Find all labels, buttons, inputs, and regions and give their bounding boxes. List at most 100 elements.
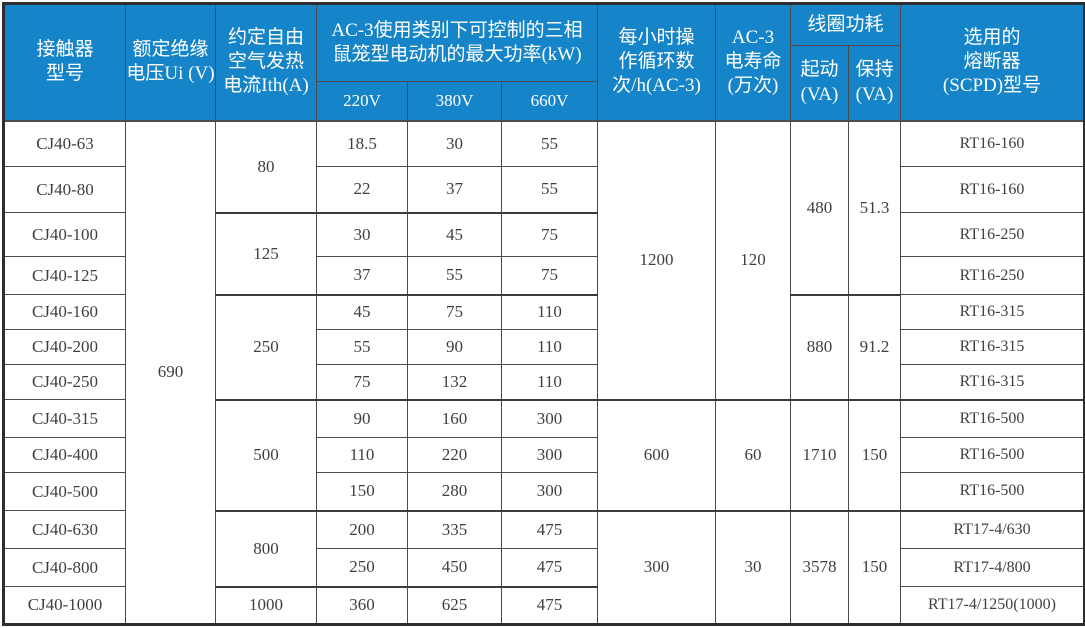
table-header: 接触器 型号 额定绝缘 电压Ui (V) 约定自由 空气发热 电流Ith(A) … xyxy=(3,3,1085,122)
table-row: CJ40-500 150 280 300 RT16-500 xyxy=(3,472,1085,512)
cell-p380: 160 xyxy=(407,399,502,438)
cell-ith: 250 xyxy=(215,294,317,401)
cell-p220: 110 xyxy=(316,437,408,473)
table-row: CJ40-630 800 200 335 475 300 30 3578 150… xyxy=(3,510,1085,625)
cell-model: CJ40-125 xyxy=(3,256,126,295)
cell-p380: 132 xyxy=(407,364,502,401)
cell-hold: 150 xyxy=(847,399,902,512)
table-row: CJ40-160 250 45 75 110 880 91.2 RT16-315 xyxy=(3,294,1085,401)
cell-p380: 75 xyxy=(407,294,502,330)
header-row-3: 220V 380V 660V xyxy=(4,81,1085,122)
cell-p220: 360 xyxy=(316,586,408,625)
cell-p220: 30 xyxy=(316,212,408,257)
cell-p220: 37 xyxy=(316,256,408,296)
cell-p220: 18.5 xyxy=(316,120,408,167)
cell-model: CJ40-400 xyxy=(3,437,126,473)
cell-fuse: RT16-500 xyxy=(900,399,1085,438)
header-power-group: AC-3使用类别下可控制的三相 鼠笼型电动机的最大功率(kW) xyxy=(316,3,598,82)
header-fuse: 选用的 熔断器 (SCPD)型号 xyxy=(900,3,1085,122)
cell-p660: 475 xyxy=(501,548,598,588)
cell-life: 120 xyxy=(715,120,791,401)
cell-p660: 300 xyxy=(501,437,598,473)
cell-p660: 75 xyxy=(501,212,598,257)
header-hold: 保持 (VA) xyxy=(847,45,902,122)
cell-cycles: 600 xyxy=(597,399,716,512)
cell-p220: 90 xyxy=(316,399,408,438)
cell-fuse: RT16-160 xyxy=(900,166,1085,213)
header-life: AC-3 电寿命 (万次) xyxy=(715,3,791,122)
cell-ith: 1000 xyxy=(215,586,317,625)
cell-p380: 37 xyxy=(407,166,502,214)
header-row-2: 起动 (VA) 保持 (VA) xyxy=(4,45,1085,122)
cell-ith: 125 xyxy=(215,212,317,296)
cell-model: CJ40-100 xyxy=(3,212,126,257)
cell-model: CJ40-80 xyxy=(3,166,126,213)
table-row: CJ40-63 690 80 18.5 30 55 1200 120 480 5… xyxy=(3,120,1085,625)
cell-fuse: RT17-4/800 xyxy=(900,548,1085,587)
table-body: CJ40-63 690 80 18.5 30 55 1200 120 480 5… xyxy=(3,120,1085,625)
header-start: 起动 (VA) xyxy=(790,45,849,122)
cell-model: CJ40-200 xyxy=(3,329,126,365)
cell-p660: 300 xyxy=(501,472,598,512)
cell-model: CJ40-630 xyxy=(3,510,126,549)
cell-ith: 800 xyxy=(215,510,317,588)
cell-model: CJ40-800 xyxy=(3,548,126,587)
cell-p660: 475 xyxy=(501,510,598,549)
cell-p660: 475 xyxy=(501,586,598,625)
cell-ith: 80 xyxy=(215,120,317,214)
cell-p660: 300 xyxy=(501,399,598,438)
cell-p220: 45 xyxy=(316,294,408,330)
cell-ith: 500 xyxy=(215,399,317,512)
header-380v: 380V xyxy=(407,81,502,122)
cell-model: CJ40-500 xyxy=(3,472,126,511)
cell-p660: 55 xyxy=(501,166,598,214)
cell-p220: 75 xyxy=(316,364,408,401)
cell-model: CJ40-160 xyxy=(3,294,126,330)
cell-fuse: RT16-500 xyxy=(900,437,1085,473)
cell-p380: 45 xyxy=(407,212,502,257)
table-row: CJ40-250 75 132 110 RT16-315 xyxy=(3,364,1085,401)
cell-model: CJ40-63 xyxy=(3,120,126,167)
cell-fuse: RT16-315 xyxy=(900,294,1085,330)
cell-hold: 150 xyxy=(847,510,902,625)
cell-p380: 280 xyxy=(407,472,502,512)
cell-p380: 220 xyxy=(407,437,502,473)
cell-fuse: RT16-315 xyxy=(900,329,1085,365)
header-model: 接触器 型号 xyxy=(3,3,126,122)
header-660v: 660V xyxy=(501,81,598,122)
cell-p380: 625 xyxy=(407,586,502,625)
cell-fuse: RT16-250 xyxy=(900,212,1085,257)
header-row-1: 接触器 型号 额定绝缘 电压Ui (V) 约定自由 空气发热 电流Ith(A) … xyxy=(3,3,1085,122)
table-row: CJ40-80 22 37 55 RT16-160 xyxy=(3,166,1085,214)
cell-hold: 91.2 xyxy=(847,294,902,401)
cell-start: 1710 xyxy=(790,399,849,512)
table-row: CJ40-800 250 450 475 RT17-4/800 xyxy=(3,548,1085,588)
cell-p220: 22 xyxy=(316,166,408,214)
cell-cycles: 300 xyxy=(597,510,716,625)
cell-fuse: RT16-160 xyxy=(900,120,1085,167)
cell-start: 480 xyxy=(790,120,849,296)
cell-fuse: RT17-4/1250(1000) xyxy=(900,586,1085,625)
cell-p380: 335 xyxy=(407,510,502,549)
cell-p660: 110 xyxy=(501,329,598,365)
header-cycles: 每小时操 作循环数 次/h(AC-3) xyxy=(597,3,716,122)
cell-hold: 51.3 xyxy=(847,120,902,296)
cell-model: CJ40-315 xyxy=(3,399,126,438)
table-row: CJ40-200 55 90 110 RT16-315 xyxy=(3,329,1085,365)
cell-p660: 110 xyxy=(501,364,598,401)
header-220v: 220V xyxy=(316,81,408,122)
cell-cycles: 1200 xyxy=(597,120,716,401)
cell-p220: 55 xyxy=(316,329,408,365)
cell-model: CJ40-250 xyxy=(3,364,126,400)
cell-p220: 200 xyxy=(316,510,408,549)
cell-start: 880 xyxy=(790,294,849,401)
cell-voltage: 690 xyxy=(125,120,216,625)
cell-p380: 30 xyxy=(407,120,502,167)
table-row: CJ40-1000 1000 360 625 475 RT17-4/1250(1… xyxy=(3,586,1085,625)
cell-life: 60 xyxy=(715,399,791,512)
header-coil-group: 线圈功耗 xyxy=(789,3,902,46)
cell-fuse: RT16-315 xyxy=(900,364,1085,401)
cell-p660: 110 xyxy=(501,294,598,330)
